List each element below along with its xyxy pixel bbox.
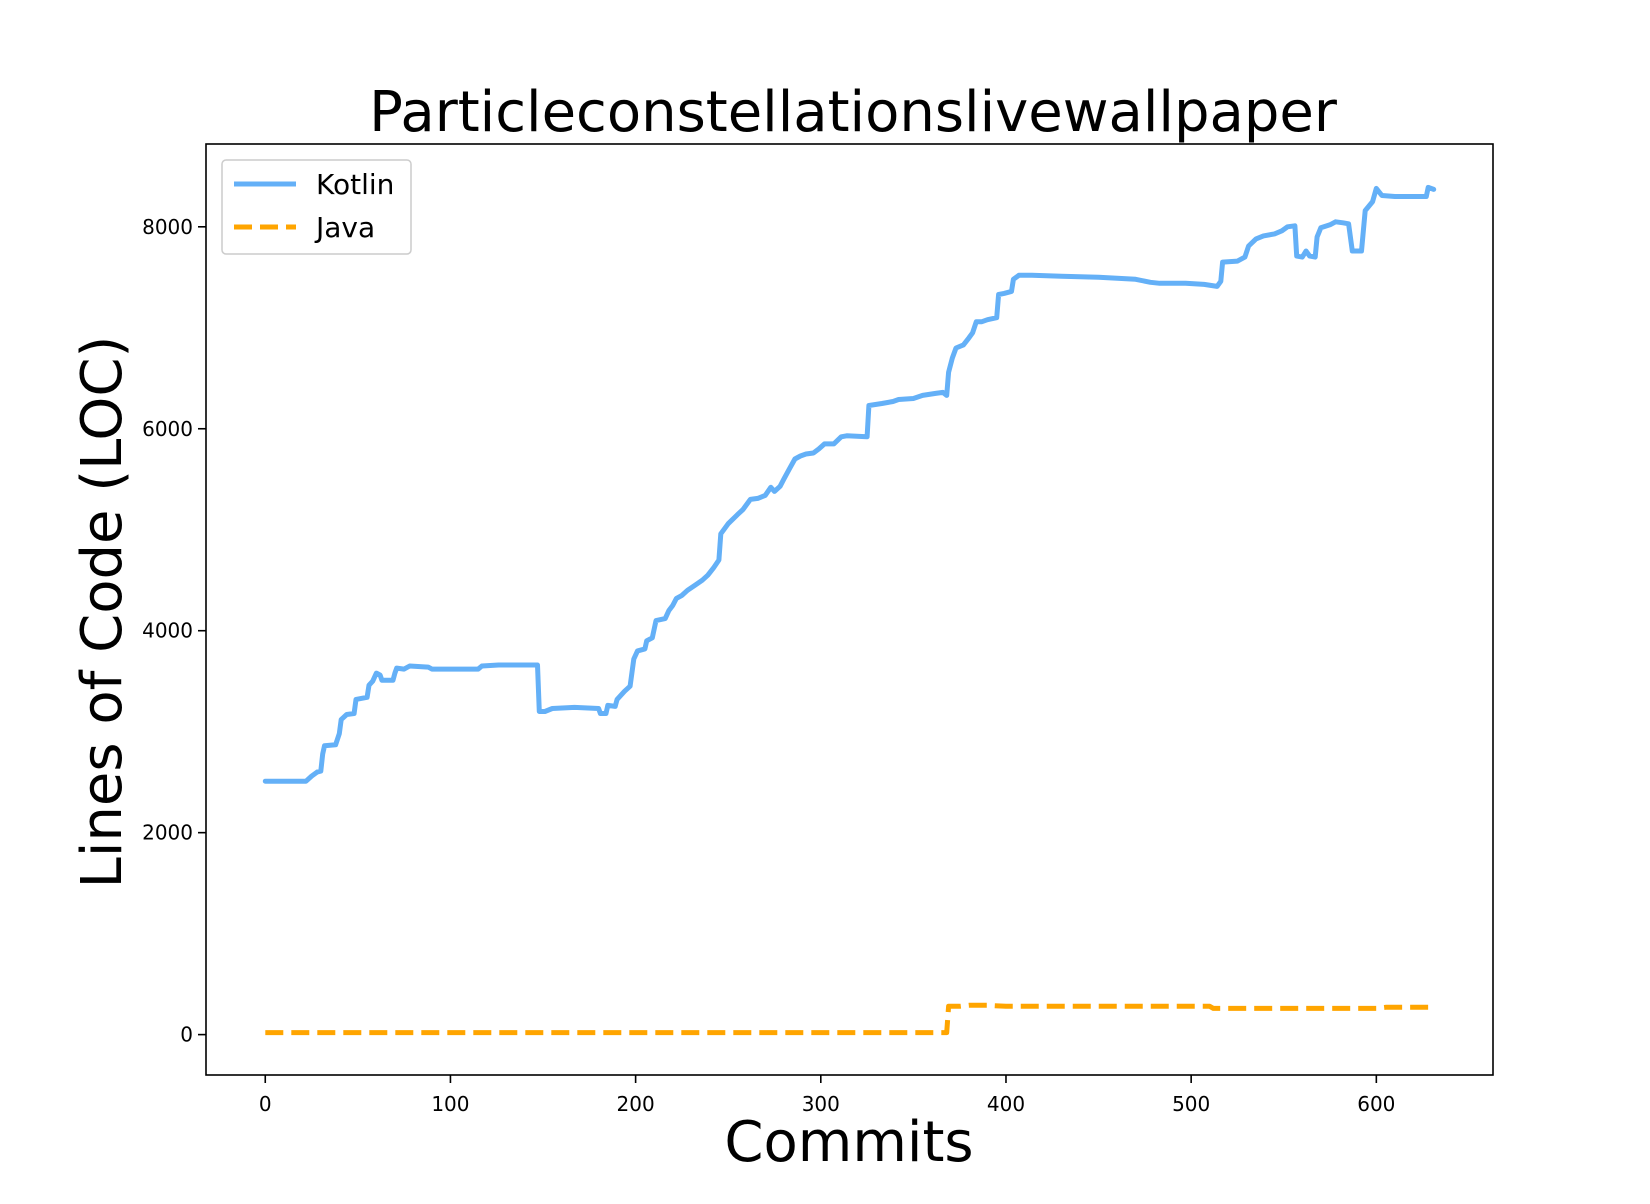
x-tick-label: 300 <box>802 1092 840 1116</box>
x-tick-label: 200 <box>617 1092 655 1116</box>
y-axis: 0 2000 4000 6000 8000 <box>142 215 206 1047</box>
series-line-java <box>265 1002 1432 1036</box>
x-tick-label: 100 <box>431 1092 469 1116</box>
x-tick-label: 600 <box>1357 1092 1395 1116</box>
y-axis-label: Lines of Code (LOC) <box>70 336 135 889</box>
x-axis-label: Commits <box>724 1110 973 1175</box>
y-tick-label: 2000 <box>142 821 193 845</box>
x-tick-label: 0 <box>259 1092 272 1116</box>
y-tick-label: 4000 <box>142 619 193 643</box>
x-tick-label: 500 <box>1172 1092 1210 1116</box>
y-tick-label: 0 <box>180 1023 193 1047</box>
legend-label-java: Java <box>314 211 375 244</box>
x-axis: 0 100 200 300 400 500 600 <box>259 1075 1395 1116</box>
series-layer <box>262 184 1437 1036</box>
y-tick-label: 8000 <box>142 215 193 239</box>
legend: Kotlin Java <box>221 159 412 255</box>
chart-title: Particleconstellationslivewallpaper <box>369 80 1338 145</box>
series-line-kotlin <box>262 184 1437 784</box>
plot-frame <box>205 143 1494 1076</box>
y-tick-label: 6000 <box>142 417 193 441</box>
legend-label-kotlin: Kotlin <box>316 168 394 201</box>
x-tick-label: 400 <box>987 1092 1025 1116</box>
